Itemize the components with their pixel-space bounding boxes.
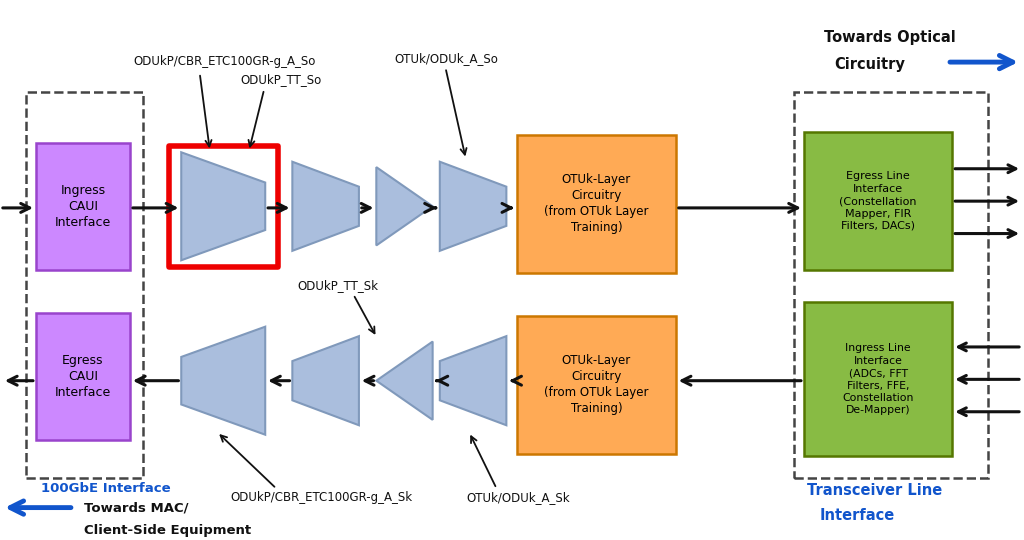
Text: Ingress Line
Interface
(ADCs, FFT
Filters, FFE,
Constellation
De-Mapper): Ingress Line Interface (ADCs, FFT Filter… — [843, 343, 913, 415]
Polygon shape — [377, 342, 433, 420]
Polygon shape — [377, 167, 433, 245]
Polygon shape — [440, 162, 507, 251]
Polygon shape — [293, 336, 359, 426]
Text: OTUk/ODUk_A_Sk: OTUk/ODUk_A_Sk — [466, 491, 569, 504]
Text: 100GbE Interface: 100GbE Interface — [41, 482, 171, 495]
Bar — [169, 146, 278, 267]
Polygon shape — [293, 162, 359, 251]
Text: ODUkP_TT_Sk: ODUkP_TT_Sk — [297, 279, 378, 292]
Text: Circuitry: Circuitry — [835, 57, 905, 72]
Text: Client-Side Equipment: Client-Side Equipment — [84, 524, 251, 537]
Text: Towards Optical: Towards Optical — [824, 30, 956, 45]
Bar — [794, 92, 988, 478]
Text: ODUkP/CBR_ETC100GR-g_A_Sk: ODUkP/CBR_ETC100GR-g_A_Sk — [230, 491, 413, 504]
Polygon shape — [440, 336, 507, 426]
Text: OTUk/ODUk_A_So: OTUk/ODUk_A_So — [394, 52, 498, 65]
Text: OTUk-Layer
Circuitry
(from OTUk Layer
Training): OTUk-Layer Circuitry (from OTUk Layer Tr… — [544, 173, 649, 234]
Text: Egress
CAUI
Interface: Egress CAUI Interface — [55, 354, 111, 399]
Bar — [36, 143, 130, 270]
Bar — [804, 302, 952, 456]
Polygon shape — [181, 152, 265, 260]
Polygon shape — [181, 327, 265, 435]
Text: Towards MAC/: Towards MAC/ — [84, 501, 188, 514]
Text: Ingress
CAUI
Interface: Ingress CAUI Interface — [55, 184, 111, 229]
Text: OTUk-Layer
Circuitry
(from OTUk Layer
Training): OTUk-Layer Circuitry (from OTUk Layer Tr… — [544, 354, 649, 415]
Text: Egress Line
Interface
(Constellation
Mapper, FIR
Filters, DACs): Egress Line Interface (Constellation Map… — [840, 171, 916, 231]
Bar — [517, 316, 676, 454]
Bar — [26, 92, 143, 478]
Bar — [36, 313, 130, 440]
Text: Transceiver Line: Transceiver Line — [807, 483, 942, 498]
Text: Interface: Interface — [819, 508, 894, 523]
Bar — [517, 135, 676, 273]
Text: ODUkP/CBR_ETC100GR-g_A_So: ODUkP/CBR_ETC100GR-g_A_So — [133, 55, 315, 68]
Bar — [804, 132, 952, 270]
Text: ODUkP_TT_So: ODUkP_TT_So — [241, 73, 322, 86]
